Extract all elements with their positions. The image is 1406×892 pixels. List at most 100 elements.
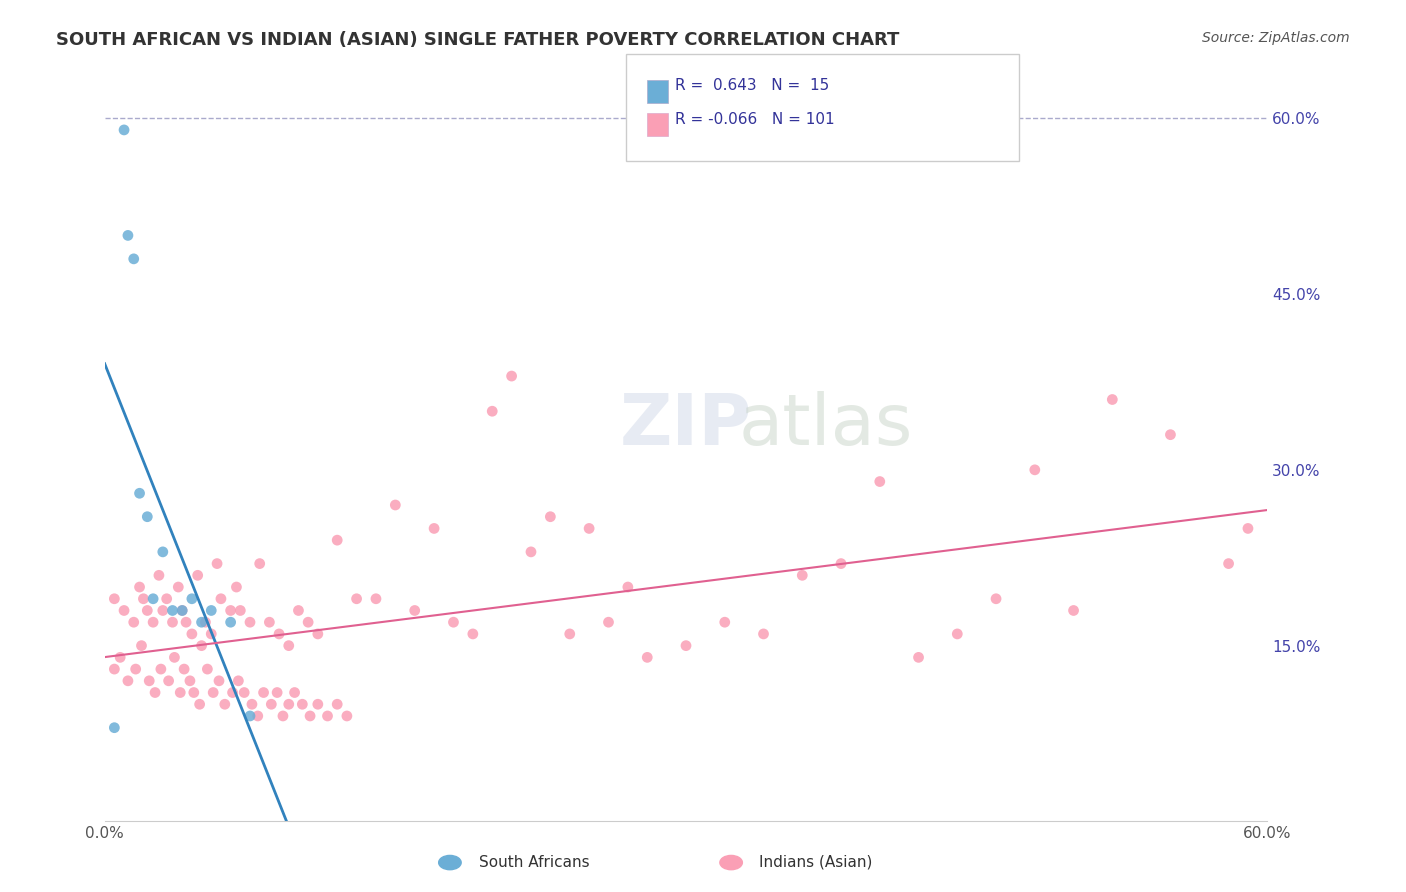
Point — [136, 509, 159, 524]
Point — [443, 615, 465, 630]
Point — [122, 615, 145, 630]
Point — [336, 709, 359, 723]
Point — [326, 698, 349, 712]
Point — [209, 591, 232, 606]
Point — [205, 557, 228, 571]
Point — [122, 252, 145, 266]
Point — [103, 662, 125, 676]
Point — [194, 615, 217, 630]
Point — [200, 603, 222, 617]
Point — [149, 662, 172, 676]
Text: South Africans: South Africans — [479, 855, 589, 870]
Point — [752, 627, 775, 641]
Point — [291, 698, 314, 712]
Point — [946, 627, 969, 641]
Point — [103, 721, 125, 735]
Point — [284, 685, 307, 699]
Point — [138, 673, 160, 688]
Point — [266, 685, 288, 699]
Point — [538, 509, 561, 524]
Point — [219, 615, 242, 630]
Point — [384, 498, 406, 512]
Text: SOUTH AFRICAN VS INDIAN (ASIAN) SINGLE FATHER POVERTY CORRELATION CHART: SOUTH AFRICAN VS INDIAN (ASIAN) SINGLE F… — [56, 31, 900, 49]
Point — [907, 650, 929, 665]
Point — [423, 521, 446, 535]
Point — [869, 475, 891, 489]
Point — [1159, 427, 1181, 442]
Point — [578, 521, 600, 535]
Point — [112, 603, 135, 617]
Point — [180, 627, 202, 641]
Point — [307, 627, 329, 641]
Point — [162, 615, 184, 630]
Point — [252, 685, 274, 699]
Point — [125, 662, 148, 676]
Point — [190, 639, 212, 653]
Text: ZIP: ZIP — [620, 391, 752, 459]
Point — [202, 685, 225, 699]
Point — [163, 650, 186, 665]
Point — [1237, 521, 1260, 535]
Point — [558, 627, 581, 641]
Point — [636, 650, 658, 665]
Point — [214, 698, 236, 712]
Point — [142, 615, 165, 630]
Point — [228, 673, 250, 688]
Point — [259, 615, 281, 630]
Point — [239, 709, 262, 723]
Point — [136, 603, 159, 617]
Point — [174, 615, 197, 630]
Text: Indians (Asian): Indians (Asian) — [759, 855, 872, 870]
Point — [117, 673, 139, 688]
Point — [240, 698, 263, 712]
Text: R = -0.066   N = 101: R = -0.066 N = 101 — [675, 112, 835, 127]
Point — [461, 627, 484, 641]
Point — [404, 603, 426, 617]
Point — [271, 709, 294, 723]
Point — [229, 603, 252, 617]
Point — [520, 545, 543, 559]
Point — [219, 603, 242, 617]
Point — [267, 627, 290, 641]
Point — [169, 685, 191, 699]
Point — [260, 698, 283, 712]
Point — [277, 698, 299, 712]
Point — [326, 533, 349, 548]
Point — [246, 709, 269, 723]
Text: atlas: atlas — [738, 391, 912, 459]
Point — [675, 639, 697, 653]
Point — [481, 404, 503, 418]
Point — [984, 591, 1007, 606]
Point — [249, 557, 271, 571]
Point — [299, 709, 322, 723]
Point — [172, 603, 194, 617]
Point — [112, 123, 135, 137]
Point — [187, 568, 209, 582]
Point — [316, 709, 339, 723]
Point — [173, 662, 195, 676]
Point — [188, 698, 211, 712]
Point — [287, 603, 309, 617]
Point — [131, 639, 153, 653]
Point — [346, 591, 368, 606]
Point — [225, 580, 247, 594]
Point — [195, 662, 218, 676]
Text: R =  0.643   N =  15: R = 0.643 N = 15 — [675, 78, 830, 94]
Point — [142, 591, 165, 606]
Text: Source: ZipAtlas.com: Source: ZipAtlas.com — [1202, 31, 1350, 45]
Point — [1101, 392, 1123, 407]
Point — [103, 591, 125, 606]
Point — [617, 580, 640, 594]
Point — [128, 486, 150, 500]
Point — [1024, 463, 1046, 477]
Point — [830, 557, 852, 571]
Point — [364, 591, 387, 606]
Point — [239, 615, 262, 630]
Point — [277, 639, 299, 653]
Point — [233, 685, 256, 699]
Point — [180, 591, 202, 606]
Point — [200, 627, 222, 641]
Point — [117, 228, 139, 243]
Point — [132, 591, 155, 606]
Point — [598, 615, 620, 630]
